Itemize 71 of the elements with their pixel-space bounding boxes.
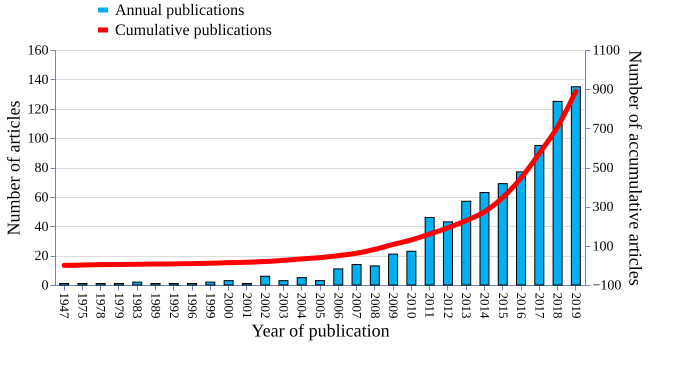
bar — [352, 264, 362, 286]
bar — [442, 221, 453, 286]
y-tick-label: 140 — [28, 72, 48, 88]
bar — [424, 216, 435, 286]
x-tick-label: 1978 — [94, 292, 109, 318]
x-tick-label: 1975 — [75, 292, 90, 318]
bar — [224, 280, 234, 286]
x-tick-label: 1989 — [148, 292, 164, 318]
y-tick-label: 160 — [28, 44, 48, 58]
x-tick-label: 1979 — [112, 292, 127, 318]
bar — [260, 276, 270, 286]
x-tick-label: 2001 — [240, 292, 255, 318]
x-tick-label: 2002 — [258, 292, 274, 318]
x-tick-label: 1992 — [166, 292, 182, 318]
bar — [388, 254, 398, 286]
y2-tick-label: 1100 — [592, 44, 620, 58]
bar — [278, 280, 288, 286]
x-tick-label: 1996 — [185, 292, 200, 319]
y2-tick-label: 100 — [592, 239, 614, 254]
y-tick-label: 60 — [34, 190, 48, 206]
bar — [315, 280, 325, 286]
x-tick-label: 1999 — [203, 292, 218, 318]
bar — [479, 192, 490, 286]
y-tick-label: 100 — [28, 132, 48, 147]
y-tick-label: 80 — [34, 161, 48, 176]
x-tick-label: 2000 — [222, 292, 237, 318]
bar — [534, 144, 544, 286]
x-tick-label: 2016 — [514, 292, 530, 319]
x-tick-label: 2004 — [294, 292, 310, 319]
bar — [552, 100, 563, 286]
x-axis-title: Year of publication — [251, 320, 390, 340]
x-tick-label: 1947 — [57, 292, 72, 319]
x-tick-label: 2011 — [422, 292, 438, 318]
x-tick-label: 2014 — [477, 292, 492, 319]
x-tick-label: 2018 — [550, 292, 566, 318]
y-tick-label: 0 — [42, 278, 48, 294]
x-tick-label: 2003 — [276, 292, 292, 318]
y2-tick-label: 300 — [592, 200, 614, 216]
x-tick-label: 2012 — [440, 292, 456, 318]
y2-tick-label: 700 — [592, 122, 614, 137]
bar — [296, 277, 307, 286]
x-tick-label: 2017 — [532, 292, 548, 319]
x-tick-label: 2007 — [350, 292, 365, 319]
y-tick-label: 40 — [34, 220, 48, 235]
bar — [205, 282, 216, 286]
y2-axis-title: Number of accumulative articles — [625, 50, 646, 286]
bar — [570, 86, 581, 286]
y2-tick-label: −100 — [592, 278, 622, 294]
y-tick-label: 20 — [34, 249, 48, 264]
x-tick-label: 2005 — [313, 292, 328, 318]
x-tick-label: 2009 — [386, 292, 402, 318]
x-tick-label: 2008 — [368, 292, 383, 318]
legend-label: Annual publications — [115, 2, 244, 19]
bar — [461, 200, 472, 286]
x-tick-label: 2019 — [568, 292, 584, 318]
x-tick-label: 1983 — [130, 292, 146, 318]
bar — [498, 183, 508, 286]
y2-tick-label: 900 — [592, 82, 614, 98]
x-tick-label: 2013 — [459, 292, 474, 318]
bar — [370, 265, 380, 286]
x-tick-label: 2010 — [404, 292, 420, 318]
y2-tick-label: 500 — [592, 161, 614, 176]
y-axis-title: Number of articles — [4, 100, 24, 236]
bar — [132, 282, 142, 286]
y-tick-label: 120 — [28, 102, 48, 118]
bar — [406, 250, 416, 286]
legend-label: Cumulative publications — [115, 22, 272, 39]
bar — [333, 268, 344, 286]
bar — [516, 171, 526, 286]
x-tick-label: 2015 — [496, 292, 511, 318]
x-tick-label: 2006 — [331, 292, 346, 319]
